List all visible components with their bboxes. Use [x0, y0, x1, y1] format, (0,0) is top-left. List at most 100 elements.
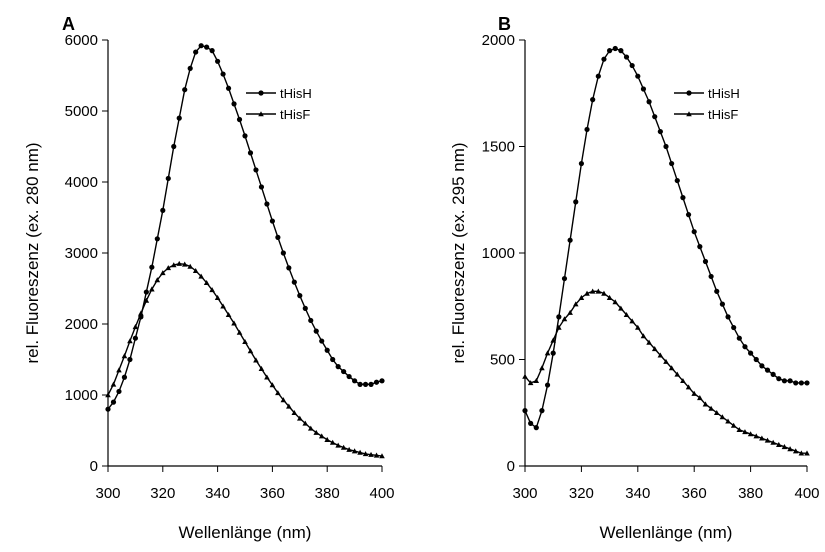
data-point	[539, 365, 545, 371]
x-tick-label: 340	[625, 485, 650, 502]
data-point	[165, 175, 171, 182]
data-point	[730, 422, 737, 428]
data-point	[110, 381, 117, 387]
data-point	[618, 48, 624, 54]
data-point	[742, 429, 748, 435]
data-point	[160, 270, 166, 276]
data-point	[154, 277, 161, 283]
series-tHisF	[522, 288, 810, 456]
data-point	[335, 442, 341, 448]
data-point	[697, 395, 703, 401]
data-point	[533, 378, 540, 384]
data-point	[329, 439, 336, 445]
data-point	[297, 415, 303, 421]
legend-label: tHisF	[708, 107, 738, 122]
data-point	[573, 199, 579, 205]
y-tick-label: 4000	[65, 174, 98, 191]
data-point	[787, 378, 793, 384]
data-point	[204, 44, 210, 50]
legend-marker	[258, 111, 264, 117]
data-point	[567, 309, 573, 315]
data-point	[528, 420, 534, 426]
data-point	[731, 324, 737, 331]
data-point	[225, 85, 232, 91]
data-point	[143, 297, 150, 303]
series-tHisH	[105, 43, 385, 412]
data-point	[561, 275, 568, 282]
data-point	[522, 408, 528, 414]
data-point	[714, 288, 720, 294]
data-point	[691, 390, 697, 396]
data-point	[550, 350, 556, 356]
panel-label: B	[498, 14, 511, 34]
data-point	[280, 397, 287, 403]
data-point	[764, 367, 771, 373]
data-point	[635, 73, 641, 79]
data-point	[798, 450, 805, 456]
legend-label: tHisF	[280, 107, 310, 122]
data-point	[192, 267, 199, 273]
data-point	[127, 356, 133, 363]
data-point	[635, 324, 641, 330]
data-point	[753, 433, 760, 439]
data-point	[198, 43, 204, 49]
data-point	[680, 195, 686, 201]
data-point	[629, 318, 635, 324]
y-tick-label: 6000	[65, 32, 98, 49]
data-point	[209, 48, 215, 54]
data-point	[308, 317, 314, 324]
data-point	[584, 126, 590, 133]
data-point	[247, 150, 254, 156]
data-point	[618, 305, 624, 311]
data-point	[674, 177, 680, 184]
data-point	[719, 414, 726, 420]
x-tick-label: 400	[369, 485, 394, 502]
data-point	[578, 160, 585, 167]
data-point	[340, 444, 347, 450]
data-point	[182, 87, 188, 93]
data-point	[225, 311, 232, 318]
data-point	[556, 314, 562, 320]
data-point	[539, 408, 545, 414]
data-point	[607, 48, 613, 54]
data-point	[269, 218, 275, 224]
y-tick-label: 1000	[482, 245, 515, 262]
data-point	[595, 73, 601, 79]
data-point	[379, 453, 385, 459]
data-point	[652, 114, 658, 120]
data-point	[663, 358, 669, 364]
data-point	[663, 143, 669, 150]
data-point	[373, 452, 380, 458]
data-point	[685, 384, 692, 390]
data-point	[105, 392, 111, 398]
legend-marker	[686, 90, 692, 96]
data-point	[181, 261, 188, 267]
data-point	[220, 303, 226, 309]
data-point	[792, 448, 799, 454]
data-point	[657, 352, 664, 358]
data-point	[368, 451, 374, 457]
data-point	[324, 436, 330, 442]
chart-panel-a: A 0 1000 2000 3000 4000 5000 6000 300 320 340 360 38…	[23, 14, 395, 542]
data-point	[193, 49, 199, 55]
legend-label: tHisH	[280, 86, 312, 101]
data-point	[291, 409, 298, 415]
data-point	[590, 97, 596, 103]
y-tick-label: 500	[490, 352, 515, 369]
data-point	[623, 54, 630, 60]
data-point	[170, 262, 177, 268]
data-point	[242, 338, 248, 344]
x-tick-label: 380	[315, 485, 340, 502]
data-point	[640, 333, 647, 339]
data-point	[798, 380, 804, 386]
data-point	[236, 116, 243, 123]
x-axis-title: Wellenlänge (nm)	[179, 523, 312, 542]
y-tick-label: 1500	[482, 139, 515, 156]
data-point	[623, 311, 630, 318]
data-point	[719, 301, 726, 307]
x-tick-label: 380	[738, 485, 763, 502]
x-tick-label: 400	[794, 485, 819, 502]
data-point	[121, 353, 128, 359]
data-point	[160, 207, 166, 213]
data-point	[105, 406, 111, 412]
